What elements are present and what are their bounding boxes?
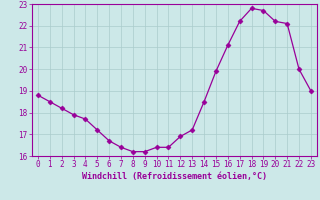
X-axis label: Windchill (Refroidissement éolien,°C): Windchill (Refroidissement éolien,°C) bbox=[82, 172, 267, 181]
